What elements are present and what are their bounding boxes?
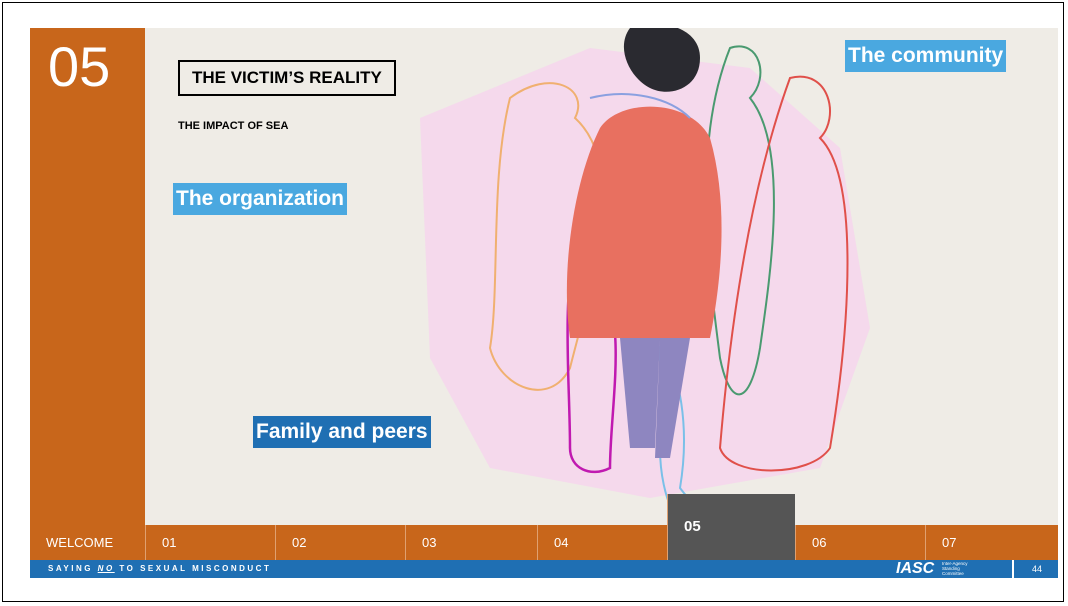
logo: IASC [896, 560, 934, 578]
nav-item[interactable]: 06 [795, 525, 925, 560]
label-organization: The organization [173, 183, 347, 215]
tagline-emphasis: NO [98, 564, 115, 573]
section-bar: 05 [30, 28, 145, 525]
nav-item[interactable]: 03 [405, 525, 537, 560]
nav-item[interactable]: 01 [145, 525, 275, 560]
label-family: Family and peers [253, 416, 431, 448]
tagline-text: SAYING [48, 564, 98, 573]
page: 05 THE VICTIM’S REALITY THE IMPACT OF SE… [0, 0, 1068, 606]
logo-line: Committee [942, 571, 968, 576]
slide-title: THE VICTIM’S REALITY [178, 60, 396, 96]
tagline-text: TO SEXUAL MISCONDUCT [115, 564, 272, 573]
slide-subtitle: THE IMPACT OF SEA [178, 120, 288, 132]
nav-item[interactable]: 05 [667, 494, 795, 560]
slide: 05 THE VICTIM’S REALITY THE IMPACT OF SE… [30, 28, 1058, 578]
label-community: The community [845, 40, 1006, 72]
nav-item[interactable]: 07 [925, 525, 1058, 560]
nav-item[interactable]: WELCOME [30, 525, 145, 560]
footer-bar: SAYING NO TO SEXUAL MISCONDUCT IASC Inte… [30, 560, 1058, 578]
page-number: 44 [1012, 560, 1058, 578]
illustration [30, 28, 1058, 578]
tagline: SAYING NO TO SEXUAL MISCONDUCT [48, 564, 271, 573]
section-number: 05 [48, 34, 110, 99]
nav-item[interactable]: 02 [275, 525, 405, 560]
nav-item[interactable]: 04 [537, 525, 667, 560]
